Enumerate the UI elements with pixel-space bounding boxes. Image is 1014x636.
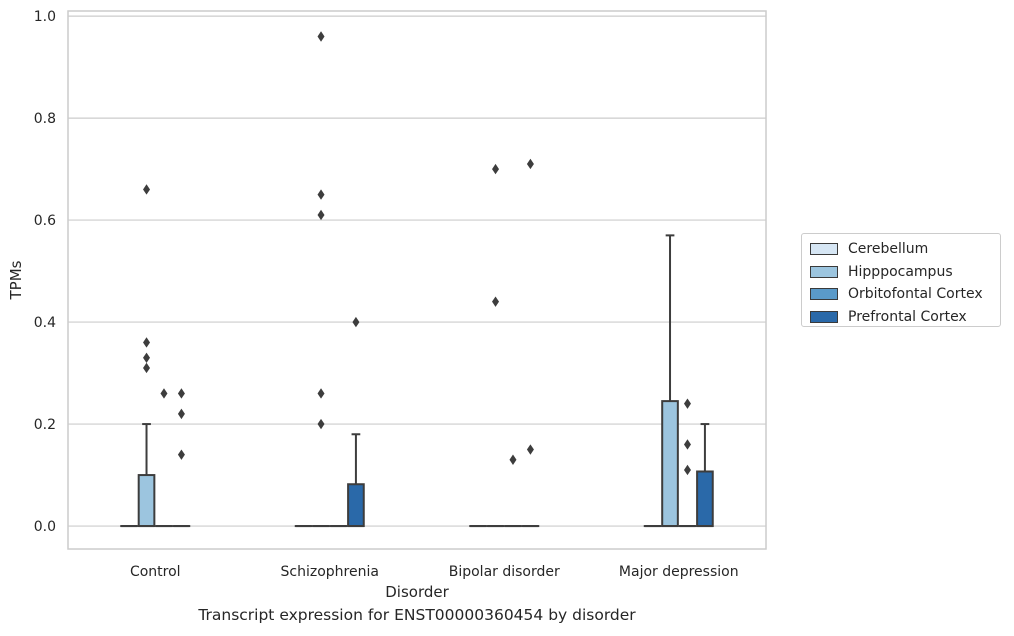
outlier-point	[143, 362, 151, 374]
legend: Cerebellum Hipppocampus Orbitofontal Cor…	[801, 233, 1001, 327]
legend-swatch	[810, 243, 838, 256]
legend-label: Prefrontal Cortex	[848, 308, 967, 325]
y-axis-title: TPMs	[7, 260, 25, 300]
outliers	[143, 31, 691, 476]
y-tick-label: 0.6	[34, 213, 56, 229]
outlier-point	[177, 388, 185, 399]
box-prefrontal-cortex	[347, 433, 365, 528]
outlier-point	[160, 388, 168, 399]
y-tick-label: 0.8	[34, 111, 56, 127]
y-tick-label: 1.0	[34, 9, 56, 25]
y-tick-labels: 0.0 0.2 0.4 0.6 0.8 1.0	[34, 9, 56, 535]
outlier-point	[683, 439, 691, 450]
legend-label: Orbitofontal Cortex	[848, 286, 983, 303]
legend-label: Cerebellum	[848, 241, 929, 258]
y-tick-label: 0.2	[34, 417, 56, 433]
outlier-point	[177, 408, 185, 420]
outlier-point	[317, 418, 325, 430]
box-body	[661, 400, 679, 528]
outlier-point	[526, 444, 534, 455]
x-tick-label: Bipolar disorder	[449, 564, 560, 580]
outlier-point	[352, 316, 360, 328]
chart-title: Transcript expression for ENST0000036045…	[198, 606, 636, 624]
outlier-point	[143, 184, 151, 195]
legend-swatch	[810, 288, 838, 301]
x-tick-label: Control	[130, 564, 181, 580]
legend-label: Hipppocampus	[848, 263, 953, 280]
box-hipppocampus	[137, 423, 156, 528]
outlier-point	[683, 464, 691, 476]
outlier-point	[683, 398, 691, 409]
y-tick-label: 0.4	[34, 315, 56, 331]
outlier-point	[509, 454, 517, 465]
plot-frame	[67, 10, 767, 550]
x-tick-label: Major depression	[619, 564, 739, 580]
legend-item-cerebellum: Cerebellum	[810, 238, 1000, 261]
outlier-point	[492, 163, 500, 175]
box-body	[137, 474, 156, 528]
x-tick-label: Schizophrenia	[281, 564, 379, 580]
box-prefrontal-cortex	[696, 423, 714, 528]
legend-swatch	[810, 265, 838, 278]
outlier-point	[317, 189, 325, 200]
legend-swatch	[810, 310, 838, 323]
x-tick-labels: Control Schizophrenia Bipolar disorder Majo…	[130, 564, 739, 580]
y-tick-label: 0.0	[34, 519, 56, 535]
box-hipppocampus	[661, 234, 679, 528]
boxes	[120, 234, 714, 528]
outlier-point	[177, 449, 185, 460]
outlier-point	[317, 388, 325, 399]
x-axis-title: Disorder	[385, 583, 449, 601]
outlier-point	[143, 352, 151, 363]
outlier-point	[492, 296, 500, 307]
legend-item-orbitofrontal-cortex: Orbitofontal Cortex	[810, 283, 1000, 306]
box-body	[347, 483, 365, 528]
legend-item-hippocampus: Hipppocampus	[810, 261, 1000, 284]
box-body	[696, 470, 714, 528]
legend-item-prefrontal-cortex: Prefrontal Cortex	[810, 306, 1000, 329]
outlier-point	[317, 209, 325, 221]
outlier-point	[143, 337, 151, 348]
outlier-point	[526, 158, 534, 170]
outlier-point	[317, 31, 325, 42]
